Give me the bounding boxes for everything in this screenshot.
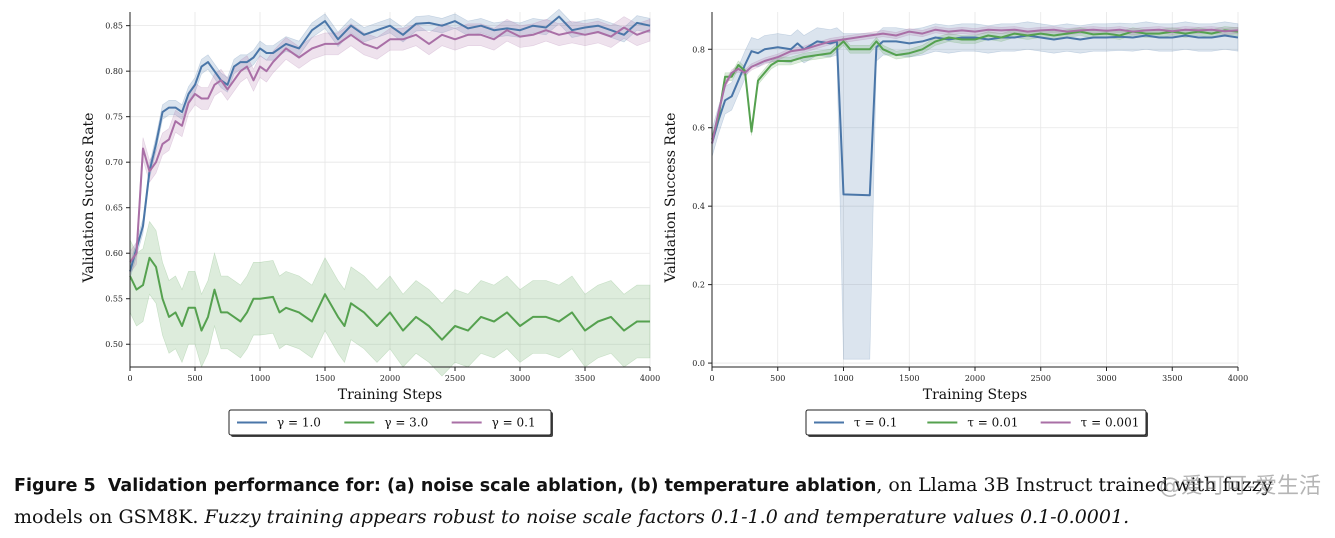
legend-label-1: γ = 1.0 xyxy=(277,416,321,430)
y-tick-label: 0.55 xyxy=(105,295,123,304)
y-tick-label: 0.85 xyxy=(105,22,123,31)
y-tick-label: 0.80 xyxy=(105,67,123,76)
x-tick-label: 0 xyxy=(709,374,714,383)
x-tick-label: 3000 xyxy=(1096,374,1116,383)
x-tick-label: 1000 xyxy=(833,374,853,383)
x-tick-label: 2000 xyxy=(380,374,400,383)
x-tick-label: 3000 xyxy=(510,374,530,383)
y-tick-label: 0.70 xyxy=(105,158,123,167)
y-tick-label: 0.2 xyxy=(692,281,705,290)
chart-2: 0 500 1000 1500 2000 2500 3000 3500 4000 0.0 0.2 0.… xyxy=(663,12,1248,437)
figure-caption: Figure 5 Validation performance for: (a)… xyxy=(14,470,1324,533)
x-tick-label: 1500 xyxy=(315,374,335,383)
x-tick-label: 0 xyxy=(127,374,132,383)
x-tick-label: 2000 xyxy=(965,374,985,383)
x-tick-label: 1000 xyxy=(250,374,270,383)
y-tick-label: 0.8 xyxy=(692,45,705,54)
legend-label-3: γ = 0.1 xyxy=(492,416,536,430)
x-axis-label: Training Steps xyxy=(338,387,442,403)
y-tick-label: 0.50 xyxy=(105,340,123,349)
y-tick-label: 0.0 xyxy=(692,359,705,368)
y-tick-label: 0.4 xyxy=(692,202,705,211)
chart-1: 0 500 1000 1500 2000 2500 3000 3500 4000 0.50 0.55… xyxy=(81,9,660,437)
legend-label-3: τ = 0.001 xyxy=(1081,416,1140,430)
x-tick-label: 2500 xyxy=(1031,374,1051,383)
legend-label-2: γ = 3.0 xyxy=(384,416,428,430)
y-tick-label: 0.60 xyxy=(105,249,123,258)
caption-bold-text: Validation performance for: (a) noise sc… xyxy=(108,476,877,496)
x-tick-label: 4000 xyxy=(1228,374,1248,383)
x-tick-label: 1500 xyxy=(899,374,919,383)
x-tick-label: 500 xyxy=(770,374,785,383)
y-tick-label: 0.75 xyxy=(105,113,123,122)
watermark-text: @爱可可-爱生活 xyxy=(1159,468,1321,500)
figure-canvas: 0 500 1000 1500 2000 2500 3000 3500 4000 0.50 0.55… xyxy=(0,0,1335,460)
x-tick-label: 4000 xyxy=(640,374,660,383)
y-axis-label: Validation Success Rate xyxy=(81,113,97,284)
x-tick-label: 3500 xyxy=(575,374,595,383)
legend-label-1: τ = 0.1 xyxy=(854,416,897,430)
caption-label: Figure 5 xyxy=(14,476,96,496)
legend: γ = 1.0 γ = 3.0 γ = 0.1 xyxy=(229,410,553,437)
x-axis-label: Training Steps xyxy=(923,387,1027,403)
legend-label-2: τ = 0.01 xyxy=(967,416,1018,430)
y-tick-label: 0.6 xyxy=(692,124,705,133)
x-tick-label: 3500 xyxy=(1162,374,1182,383)
x-tick-label: 500 xyxy=(187,374,202,383)
legend: τ = 0.1 τ = 0.01 τ = 0.001 xyxy=(806,410,1148,437)
y-axis-label: Validation Success Rate xyxy=(663,113,679,284)
caption-italic-text: Fuzzy training appears robust to noise s… xyxy=(204,506,1129,528)
x-tick-label: 2500 xyxy=(445,374,465,383)
y-tick-label: 0.65 xyxy=(105,204,123,213)
